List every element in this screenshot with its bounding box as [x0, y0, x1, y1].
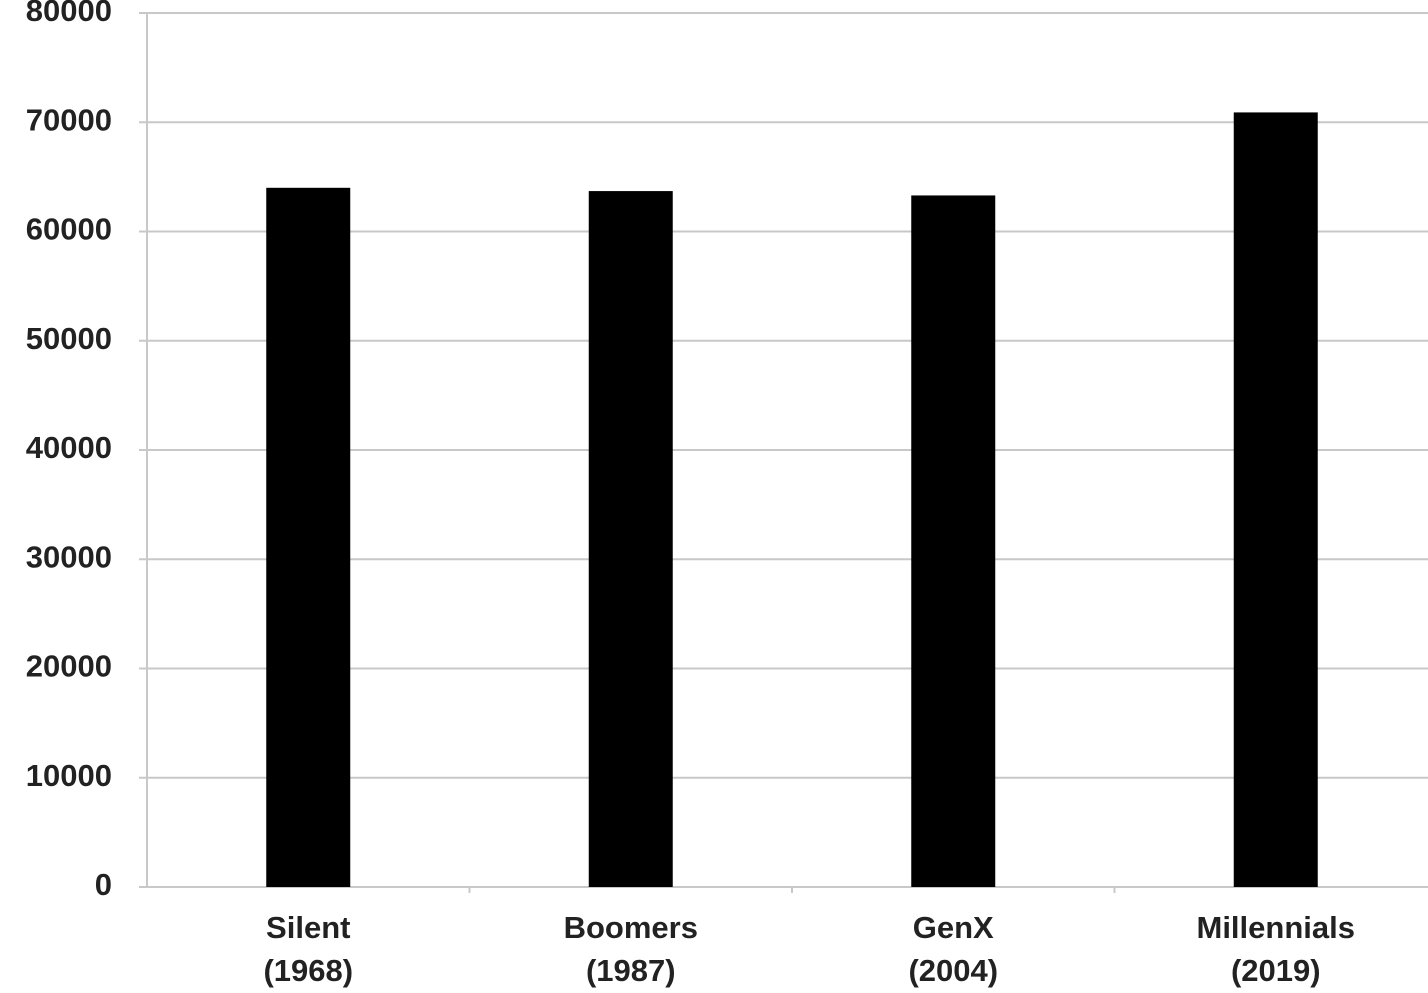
x-tick-label: GenX (2004) — [908, 910, 998, 988]
bar — [1233, 112, 1318, 888]
y-tick-label: 40000 — [26, 430, 112, 465]
bar — [588, 191, 673, 887]
y-tick-label: 60000 — [26, 212, 112, 247]
x-tick-label: Boomers (1987) — [564, 910, 698, 988]
y-tick-label: 50000 — [26, 321, 112, 356]
y-tick-label: 10000 — [26, 758, 112, 793]
bar — [266, 187, 351, 888]
y-tick-label: 80000 — [26, 0, 112, 28]
y-tick-label: 70000 — [26, 102, 112, 137]
y-tick-label: 30000 — [26, 539, 112, 574]
x-tick-label: Silent (1968) — [263, 910, 353, 988]
bar — [911, 195, 996, 887]
y-tick-label: 20000 — [26, 649, 112, 684]
x-tick-label: Millennials (2019) — [1197, 910, 1355, 988]
y-tick-label: 0 — [95, 867, 112, 902]
